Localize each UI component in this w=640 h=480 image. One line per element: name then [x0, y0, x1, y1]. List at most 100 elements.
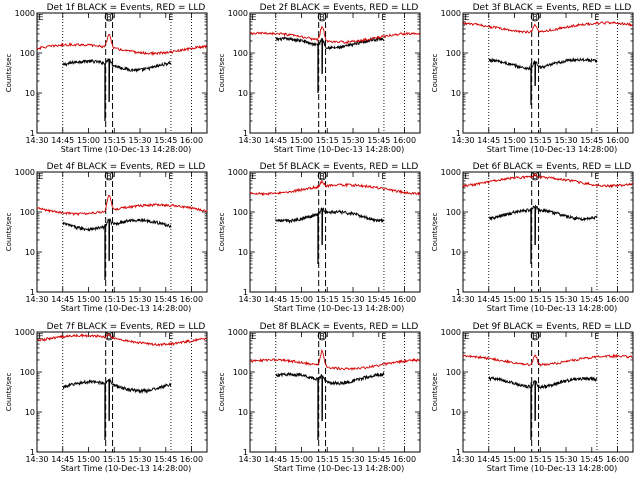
- events-series-line: [62, 58, 172, 122]
- x-tick-label: 14:30: [451, 136, 474, 145]
- y-tick-label: 1: [456, 448, 461, 457]
- time-marker-label: B: [532, 172, 538, 181]
- lld-series-line: [249, 180, 421, 197]
- marker-circle: [104, 171, 114, 181]
- panel-det-5: Det 5f BLACK = Events, RED = LLD 1 10 100 10…: [218, 162, 421, 313]
- time-marker-label: E: [464, 172, 469, 181]
- x-axis-label: Start Time (10-Dec-13 14:28:00): [487, 145, 618, 154]
- y-tick-label: 100: [233, 368, 248, 377]
- y-tick-label: 1000: [441, 328, 461, 337]
- panel-title: Det 9f BLACK = Events, RED = LLD: [473, 322, 632, 332]
- x-tick-label: 15:15: [529, 295, 552, 304]
- x-tick-label: 14:45: [264, 295, 287, 304]
- lld-series-line: [36, 34, 208, 57]
- events-series-line: [275, 207, 385, 265]
- y-tick-label: 1000: [441, 168, 461, 177]
- x-tick-label: 14:45: [264, 136, 287, 145]
- x-tick-label: 14:30: [25, 136, 48, 145]
- x-tick-label: 14:45: [477, 455, 500, 464]
- panel-title: Det 3f BLACK = Events, RED = LLD: [473, 3, 632, 13]
- marker-circle: [104, 12, 114, 22]
- y-tick-label: 100: [446, 49, 461, 58]
- x-tick-label: 15:30: [554, 136, 577, 145]
- y-tick-label: 1000: [228, 328, 248, 337]
- y-tick-label: 100: [233, 49, 248, 58]
- y-tick-label: 100: [20, 49, 35, 58]
- y-axis-label: Counts/sec: [431, 213, 439, 252]
- time-marker-label: E: [251, 332, 256, 341]
- lld-series-line: [249, 348, 421, 372]
- lld-series-line: [462, 21, 634, 34]
- panel-det-2: Det 2f BLACK = Events, RED = LLD 1 10 100 10…: [218, 3, 421, 154]
- y-tick-label: 10: [451, 408, 461, 417]
- y-tick-label: 1: [30, 288, 35, 297]
- panel-det-3: Det 3f BLACK = Events, RED = LLD 1 10 100 10…: [431, 3, 634, 154]
- y-tick-label: 1000: [15, 168, 35, 177]
- panel-det-9: Det 9f BLACK = Events, RED = LLD 1 10 100 10…: [431, 322, 634, 473]
- x-tick-label: 15:30: [341, 136, 364, 145]
- panel-title: Det 5f BLACK = Events, RED = LLD: [260, 162, 419, 172]
- y-tick-label: 1000: [15, 9, 35, 18]
- time-marker-label: E: [464, 332, 469, 341]
- lld-series-line: [462, 353, 634, 367]
- y-tick-label: 1: [30, 129, 35, 138]
- x-tick-label: 16:00: [393, 136, 416, 145]
- panel-title: Det 2f BLACK = Events, RED = LLD: [260, 3, 419, 13]
- x-tick-label: 15:30: [554, 455, 577, 464]
- plot-frame: [462, 12, 634, 134]
- y-tick-label: 1000: [228, 9, 248, 18]
- y-tick-label: 1: [456, 288, 461, 297]
- x-tick-label: 14:45: [51, 455, 74, 464]
- y-tick-label: 10: [25, 248, 35, 257]
- panel-det-1: Det 1f BLACK = Events, RED = LLD 1 10 100 10…: [5, 3, 208, 154]
- x-tick-label: 15:00: [290, 455, 313, 464]
- panel-title: Det 7f BLACK = Events, RED = LLD: [47, 322, 206, 332]
- x-tick-label: 14:45: [477, 136, 500, 145]
- x-tick-label: 14:30: [238, 295, 261, 304]
- time-marker-label: B: [319, 332, 325, 341]
- plot-frame: [462, 171, 634, 293]
- x-tick-label: 15:30: [128, 295, 151, 304]
- plot-frame: [36, 171, 208, 293]
- x-axis-label: Start Time (10-Dec-13 14:28:00): [487, 304, 618, 313]
- panel-det-6: Det 6f BLACK = Events, RED = LLD 1 10 100 10…: [431, 162, 634, 313]
- time-marker-label: E: [381, 13, 386, 22]
- x-tick-label: 15:00: [503, 295, 526, 304]
- x-tick-label: 15:45: [580, 295, 603, 304]
- x-tick-label: 16:00: [393, 455, 416, 464]
- time-marker-label: E: [168, 172, 173, 181]
- events-series-line: [62, 378, 172, 441]
- x-tick-label: 16:00: [180, 136, 203, 145]
- plot-frame: [249, 12, 421, 134]
- time-marker-label: E: [381, 332, 386, 341]
- time-marker-label: B: [319, 172, 325, 181]
- x-tick-label: 14:30: [238, 136, 261, 145]
- time-marker-label: E: [381, 172, 386, 181]
- x-axis-label: Start Time (10-Dec-13 14:28:00): [274, 464, 405, 473]
- y-tick-label: 10: [451, 248, 461, 257]
- time-marker-label: B: [106, 332, 112, 341]
- y-tick-label: 10: [238, 89, 248, 98]
- time-marker-label: B: [532, 13, 538, 22]
- x-tick-label: 16:00: [606, 455, 629, 464]
- x-tick-label: 16:00: [180, 295, 203, 304]
- y-tick-label: 10: [25, 408, 35, 417]
- y-axis-label: Counts/sec: [5, 54, 13, 93]
- x-tick-label: 15:30: [341, 455, 364, 464]
- marker-circle: [317, 331, 327, 341]
- time-marker-label: E: [38, 172, 43, 181]
- x-tick-label: 15:45: [580, 455, 603, 464]
- marker-circle: [317, 12, 327, 22]
- y-axis-label: Counts/sec: [218, 373, 226, 412]
- x-axis-label: Start Time (10-Dec-13 14:28:00): [61, 464, 192, 473]
- x-tick-label: 14:30: [25, 455, 48, 464]
- plot-frame: [462, 331, 634, 453]
- x-tick-label: 16:00: [180, 455, 203, 464]
- events-series-line: [275, 36, 385, 94]
- lld-series-line: [249, 25, 421, 45]
- x-tick-label: 15:30: [554, 295, 577, 304]
- x-axis-label: Start Time (10-Dec-13 14:28:00): [61, 145, 192, 154]
- events-series-line: [488, 375, 598, 441]
- x-tick-label: 16:00: [606, 136, 629, 145]
